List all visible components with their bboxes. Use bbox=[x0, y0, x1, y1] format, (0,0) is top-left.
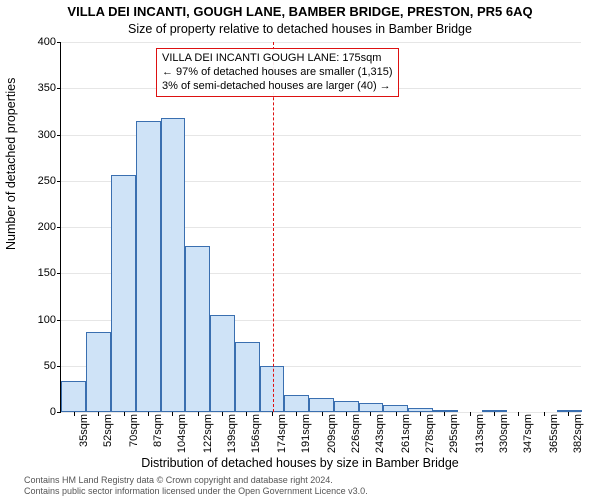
xtick-label: 313sqm bbox=[474, 414, 486, 474]
ytick-label: 350 bbox=[16, 82, 56, 94]
ytick-mark bbox=[57, 181, 61, 182]
xtick-mark bbox=[346, 412, 347, 416]
xtick-mark bbox=[444, 412, 445, 416]
xtick-mark bbox=[568, 412, 569, 416]
histogram-bar bbox=[309, 398, 334, 412]
xtick-mark bbox=[420, 412, 421, 416]
xtick-mark bbox=[272, 412, 273, 416]
xtick-mark bbox=[370, 412, 371, 416]
xtick-label: 295sqm bbox=[448, 414, 460, 474]
histogram-bar bbox=[260, 366, 285, 412]
ytick-mark bbox=[57, 88, 61, 89]
reference-line bbox=[273, 42, 274, 412]
histogram-bar bbox=[433, 410, 458, 412]
xtick-label: 122sqm bbox=[202, 414, 214, 474]
histogram-bar bbox=[61, 381, 86, 412]
xtick-label: 347sqm bbox=[522, 414, 534, 474]
xtick-label: 174sqm bbox=[276, 414, 288, 474]
ytick-label: 400 bbox=[16, 36, 56, 48]
ytick-mark bbox=[57, 412, 61, 413]
histogram-bar bbox=[111, 175, 136, 412]
xtick-mark bbox=[322, 412, 323, 416]
footer-line-2: Contains public sector information licen… bbox=[24, 486, 368, 496]
ytick-mark bbox=[57, 320, 61, 321]
xtick-mark bbox=[470, 412, 471, 416]
xtick-mark bbox=[172, 412, 173, 416]
ytick-label: 100 bbox=[16, 314, 56, 326]
xtick-label: 139sqm bbox=[226, 414, 238, 474]
histogram-bar bbox=[210, 315, 235, 412]
xtick-label: 209sqm bbox=[326, 414, 338, 474]
xtick-label: 70sqm bbox=[128, 414, 140, 474]
xtick-label: 382sqm bbox=[572, 414, 584, 474]
xtick-label: 226sqm bbox=[350, 414, 362, 474]
xtick-mark bbox=[198, 412, 199, 416]
xtick-label: 35sqm bbox=[78, 414, 90, 474]
xtick-label: 261sqm bbox=[400, 414, 412, 474]
ytick-mark bbox=[57, 273, 61, 274]
xtick-mark bbox=[396, 412, 397, 416]
ytick-label: 150 bbox=[16, 267, 56, 279]
ytick-mark bbox=[57, 366, 61, 367]
xtick-label: 365sqm bbox=[548, 414, 560, 474]
annotation-line: 3% of semi-detached houses are larger (4… bbox=[162, 80, 393, 94]
page-subtitle: Size of property relative to detached ho… bbox=[0, 22, 600, 36]
xtick-mark bbox=[296, 412, 297, 416]
xtick-label: 330sqm bbox=[498, 414, 510, 474]
ytick-label: 200 bbox=[16, 221, 56, 233]
xtick-label: 87sqm bbox=[152, 414, 164, 474]
xtick-mark bbox=[148, 412, 149, 416]
histogram-plot: 35sqm52sqm70sqm87sqm104sqm122sqm139sqm15… bbox=[60, 42, 581, 413]
gridline-h bbox=[61, 42, 581, 43]
ytick-mark bbox=[57, 42, 61, 43]
histogram-bar bbox=[359, 403, 384, 412]
annotation-line: ← 97% of detached houses are smaller (1,… bbox=[162, 66, 393, 80]
ytick-label: 300 bbox=[16, 129, 56, 141]
xtick-mark bbox=[246, 412, 247, 416]
histogram-bar bbox=[185, 246, 210, 413]
xtick-label: 278sqm bbox=[424, 414, 436, 474]
histogram-bar bbox=[136, 121, 161, 412]
ytick-label: 250 bbox=[16, 175, 56, 187]
xtick-mark bbox=[544, 412, 545, 416]
xtick-label: 52sqm bbox=[102, 414, 114, 474]
page-title: VILLA DEI INCANTI, GOUGH LANE, BAMBER BR… bbox=[0, 4, 600, 19]
xtick-mark bbox=[124, 412, 125, 416]
footer-line-1: Contains HM Land Registry data © Crown c… bbox=[24, 475, 368, 485]
histogram-bar bbox=[284, 395, 309, 412]
footer-attribution: Contains HM Land Registry data © Crown c… bbox=[24, 475, 368, 496]
xtick-mark bbox=[98, 412, 99, 416]
xtick-mark bbox=[494, 412, 495, 416]
ytick-mark bbox=[57, 135, 61, 136]
xtick-mark bbox=[222, 412, 223, 416]
reference-annotation: VILLA DEI INCANTI GOUGH LANE: 175sqm← 97… bbox=[156, 48, 399, 97]
ytick-label: 50 bbox=[16, 360, 56, 372]
xtick-label: 243sqm bbox=[374, 414, 386, 474]
ytick-label: 0 bbox=[16, 406, 56, 418]
histogram-bar bbox=[235, 342, 260, 412]
xtick-label: 191sqm bbox=[300, 414, 312, 474]
xtick-label: 104sqm bbox=[176, 414, 188, 474]
xtick-mark bbox=[518, 412, 519, 416]
histogram-bar bbox=[161, 118, 186, 412]
histogram-bar bbox=[383, 405, 408, 412]
histogram-bar bbox=[334, 401, 359, 412]
annotation-line: VILLA DEI INCANTI GOUGH LANE: 175sqm bbox=[162, 52, 393, 66]
xtick-mark bbox=[74, 412, 75, 416]
xtick-label: 156sqm bbox=[250, 414, 262, 474]
ytick-mark bbox=[57, 227, 61, 228]
histogram-bar bbox=[86, 332, 111, 412]
